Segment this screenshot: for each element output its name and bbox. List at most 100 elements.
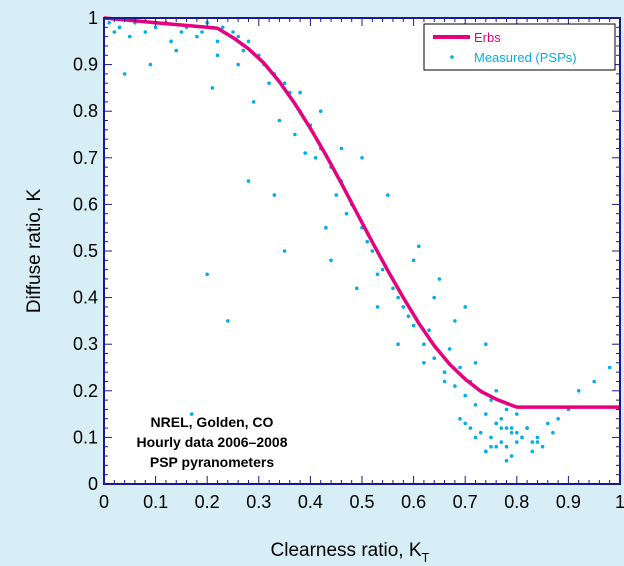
measured-point (174, 49, 178, 53)
measured-point (458, 366, 462, 370)
measured-point (340, 147, 344, 151)
measured-point (345, 212, 349, 216)
y-tick-label: 0 (88, 474, 98, 494)
measured-point (474, 436, 478, 440)
y-tick-label: 0.6 (73, 194, 98, 214)
measured-point (107, 21, 111, 25)
y-tick-label: 0.9 (73, 55, 98, 75)
x-tick-label: 0.7 (453, 492, 478, 512)
y-tick-label: 0.4 (73, 288, 98, 308)
x-tick-label: 0.8 (504, 492, 529, 512)
measured-point (149, 63, 153, 67)
x-tick-label: 0.3 (246, 492, 271, 512)
y-tick-label: 0.5 (73, 241, 98, 261)
measured-point (355, 287, 359, 291)
measured-point (443, 380, 447, 384)
measured-point (432, 356, 436, 360)
measured-point (489, 445, 493, 449)
measured-point (298, 91, 302, 95)
measured-point (505, 426, 509, 430)
measured-point (484, 342, 488, 346)
measured-point (525, 426, 529, 430)
x-tick-label: 0 (99, 492, 109, 512)
measured-point (113, 30, 117, 34)
measured-point (334, 193, 338, 197)
measured-point (216, 54, 220, 58)
measured-point (432, 296, 436, 300)
measured-point (505, 445, 509, 449)
measured-point (293, 133, 297, 137)
measured-point (195, 35, 199, 39)
measured-point (438, 277, 442, 281)
measured-point (494, 422, 498, 426)
measured-point (500, 417, 504, 421)
measured-point (360, 156, 364, 160)
x-tick-label: 1 (615, 492, 624, 512)
annotation-period: Hourly data 2006–2008 (137, 434, 288, 450)
y-tick-label: 0.2 (73, 381, 98, 401)
x-axis-title-subscript: T (422, 550, 430, 565)
measured-point (247, 40, 251, 44)
measured-point (484, 412, 488, 416)
measured-point (154, 26, 158, 30)
legend-measured-swatch (450, 55, 454, 59)
measured-point (242, 49, 246, 53)
measured-point (536, 436, 540, 440)
legend-erbs-label: Erbs (474, 30, 501, 45)
measured-point (494, 389, 498, 393)
measured-point (510, 431, 514, 435)
measured-point (144, 30, 148, 34)
x-tick-label: 0.1 (143, 492, 168, 512)
measured-point (422, 342, 426, 346)
measured-point (412, 324, 416, 328)
x-tick-label: 0.4 (298, 492, 323, 512)
measured-point (365, 240, 369, 244)
measured-point (324, 226, 328, 230)
measured-point (556, 417, 560, 421)
measured-point (314, 156, 318, 160)
measured-point (546, 422, 550, 426)
measured-point (453, 384, 457, 388)
measured-point (391, 287, 395, 291)
measured-point (371, 249, 375, 253)
measured-point (386, 193, 390, 197)
measured-point (531, 450, 535, 454)
measured-point (417, 245, 421, 249)
y-tick-label: 0.8 (73, 101, 98, 121)
measured-point (123, 72, 127, 76)
measured-point (427, 328, 431, 332)
measured-point (273, 193, 277, 197)
x-tick-label: 0.5 (349, 492, 374, 512)
y-tick-label: 0.1 (73, 427, 98, 447)
y-axis-title: Diffuse ratio, K (24, 189, 45, 314)
measured-point (412, 259, 416, 263)
measured-point (283, 249, 287, 253)
measured-point (505, 459, 509, 463)
measured-point (536, 440, 540, 444)
measured-point (200, 30, 204, 34)
measured-point (510, 426, 514, 430)
measured-point (216, 40, 220, 44)
measured-point (531, 440, 535, 444)
measured-point (236, 35, 240, 39)
measured-point (319, 109, 323, 113)
measured-point (463, 422, 467, 426)
measured-point (463, 394, 467, 398)
measured-point (458, 417, 462, 421)
measured-point (205, 273, 209, 277)
measured-point (376, 273, 380, 277)
measured-point (221, 26, 225, 30)
measured-point (231, 30, 235, 34)
measured-point (592, 380, 596, 384)
measured-point (541, 445, 545, 449)
measured-point (128, 35, 132, 39)
measured-point (252, 100, 256, 104)
measured-point (180, 30, 184, 34)
legend-measured-label: Measured (PSPs) (474, 50, 577, 65)
y-tick-label: 0.3 (73, 334, 98, 354)
measured-point (443, 370, 447, 374)
measured-point (381, 268, 385, 272)
measured-point (211, 86, 215, 90)
measured-point (247, 179, 251, 183)
measured-point (489, 436, 493, 440)
